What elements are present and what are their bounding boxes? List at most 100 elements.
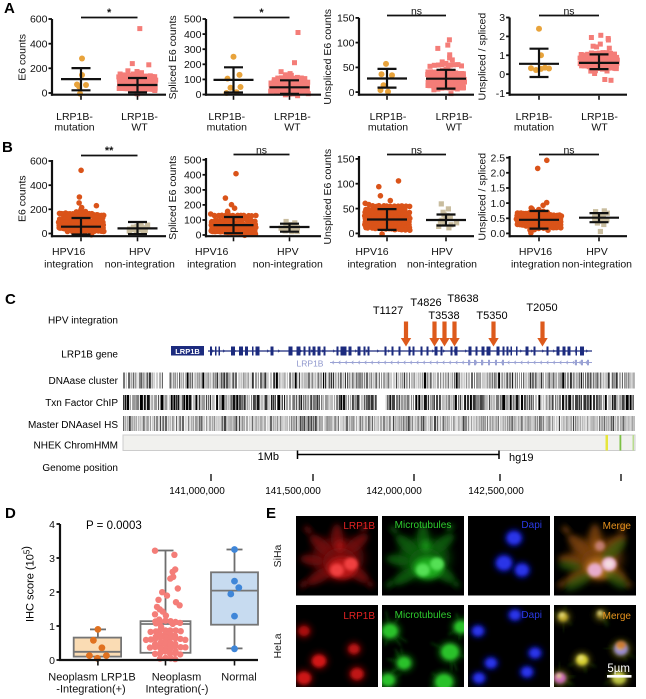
svg-text:4: 4 (49, 519, 55, 531)
svg-text:T8638: T8638 (447, 293, 478, 305)
svg-text:LRP1B-: LRP1B- (370, 111, 407, 123)
svg-text:mutation: mutation (54, 122, 94, 134)
svg-text:mutation: mutation (368, 122, 408, 134)
svg-text:200: 200 (184, 200, 202, 212)
svg-text:NHEK ChromHMM: NHEK ChromHMM (34, 441, 118, 452)
svg-text:2.5: 2.5 (490, 152, 505, 164)
svg-text:100: 100 (184, 215, 202, 227)
svg-text:2.0: 2.0 (490, 168, 505, 180)
svg-text:141,500,000: 141,500,000 (265, 486, 321, 497)
svg-text:0: 0 (49, 655, 55, 667)
svg-text:ns: ns (411, 144, 422, 156)
svg-text:E6 counts: E6 counts (17, 175, 29, 222)
svg-text:3: 3 (499, 12, 505, 24)
svg-text:0: 0 (499, 69, 505, 81)
svg-text:WT: WT (284, 122, 301, 134)
svg-text:-Integration(+): -Integration(+) (56, 684, 125, 696)
svg-text:HPV16: HPV16 (355, 246, 388, 258)
svg-text:WT: WT (446, 122, 463, 134)
svg-text:300: 300 (184, 44, 202, 56)
svg-text:T4826: T4826 (410, 297, 441, 309)
svg-text:HPV: HPV (431, 246, 453, 258)
svg-text:LRP1B-: LRP1B- (274, 111, 311, 123)
svg-text:600: 600 (30, 156, 48, 168)
svg-text:SiHa: SiHa (272, 544, 284, 567)
svg-text:Unspliced / spliced: Unspliced / spliced (477, 153, 489, 241)
svg-text:T3538: T3538 (428, 310, 459, 322)
svg-text:E6 counts: E6 counts (17, 34, 29, 81)
svg-text:3: 3 (49, 553, 55, 565)
svg-text:Spliced E6 counts: Spliced E6 counts (167, 156, 179, 240)
svg-text:0: 0 (42, 228, 48, 240)
svg-text:mutation: mutation (514, 122, 554, 134)
svg-text:0: 0 (349, 87, 355, 99)
svg-text:non-integration: non-integration (253, 259, 323, 271)
svg-text:142,000,000: 142,000,000 (366, 486, 422, 497)
svg-text:Neoplasm: Neoplasm (152, 672, 202, 684)
svg-text:Dapi: Dapi (521, 520, 542, 531)
svg-text:50: 50 (343, 203, 355, 215)
svg-text:HPV16: HPV16 (195, 246, 228, 258)
svg-text:0.5: 0.5 (490, 213, 505, 225)
svg-text:1.5: 1.5 (490, 183, 505, 195)
svg-text:400: 400 (30, 180, 48, 192)
svg-text:LRP1B-: LRP1B- (56, 111, 93, 123)
svg-text:200: 200 (30, 204, 48, 216)
svg-text:HPV integration: HPV integration (48, 316, 118, 327)
svg-text:integration: integration (347, 259, 396, 271)
svg-text:0: 0 (196, 89, 202, 101)
svg-text:integration: integration (44, 259, 93, 271)
svg-text:0: 0 (42, 88, 48, 100)
svg-text:150: 150 (337, 154, 355, 166)
svg-text:LRP1B: LRP1B (175, 347, 200, 356)
svg-text:Microtubules: Microtubules (395, 610, 452, 621)
svg-text:Unspliced / spliced: Unspliced / spliced (477, 13, 489, 101)
svg-text:*: * (259, 7, 264, 19)
svg-text:integration: integration (187, 259, 236, 271)
svg-text:500: 500 (184, 155, 202, 167)
svg-text:LRP1B gene: LRP1B gene (61, 350, 118, 361)
svg-text:100: 100 (337, 37, 355, 49)
svg-text:1.0: 1.0 (490, 198, 505, 210)
svg-text:Txn Factor ChIP: Txn Factor ChIP (45, 398, 118, 409)
svg-text:1: 1 (49, 621, 55, 633)
svg-text:100: 100 (184, 74, 202, 86)
svg-text:Master DNAaseI HS: Master DNAaseI HS (28, 420, 118, 431)
svg-text:Spliced E6 counts: Spliced E6 counts (167, 15, 179, 99)
svg-text:A: A (4, 0, 15, 17)
svg-text:Unspliced E6 counts: Unspliced E6 counts (322, 149, 334, 245)
svg-text:Genome position: Genome position (42, 463, 118, 474)
svg-text:400: 400 (30, 38, 48, 50)
svg-text:LRP1B: LRP1B (297, 359, 324, 369)
svg-text:IHC score (105): IHC score (105) (21, 546, 37, 622)
svg-text:C: C (5, 291, 16, 308)
svg-text:DNAase cluster: DNAase cluster (49, 376, 119, 387)
svg-text:ns: ns (256, 144, 267, 156)
svg-text:400: 400 (184, 29, 202, 41)
svg-text:500: 500 (184, 14, 202, 26)
svg-text:142,500,000: 142,500,000 (468, 486, 524, 497)
svg-text:0.0: 0.0 (490, 228, 505, 240)
svg-text:Integration(-): Integration(-) (146, 684, 209, 696)
svg-text:ns: ns (563, 5, 574, 17)
svg-text:LRP1B: LRP1B (343, 521, 375, 532)
svg-text:B: B (2, 139, 13, 156)
svg-text:150: 150 (337, 13, 355, 25)
svg-text:D: D (5, 505, 16, 522)
svg-text:T2050: T2050 (526, 302, 557, 314)
svg-text:1: 1 (499, 50, 505, 62)
svg-text:2: 2 (49, 587, 55, 599)
svg-text:ns: ns (411, 5, 422, 17)
svg-text:LRP1B-: LRP1B- (436, 111, 473, 123)
svg-text:400: 400 (184, 170, 202, 182)
svg-text:LRP1B-: LRP1B- (121, 111, 158, 123)
svg-text:200: 200 (30, 63, 48, 75)
svg-text:LRP1B: LRP1B (343, 611, 375, 622)
svg-text:P = 0.0003: P = 0.0003 (86, 520, 142, 532)
svg-text:mutation: mutation (207, 122, 247, 134)
svg-text:ns: ns (563, 144, 574, 156)
svg-text:-1: -1 (496, 88, 505, 100)
svg-text:non-integration: non-integration (105, 259, 175, 271)
svg-text:Microtubules: Microtubules (395, 520, 452, 531)
svg-text:300: 300 (184, 185, 202, 197)
